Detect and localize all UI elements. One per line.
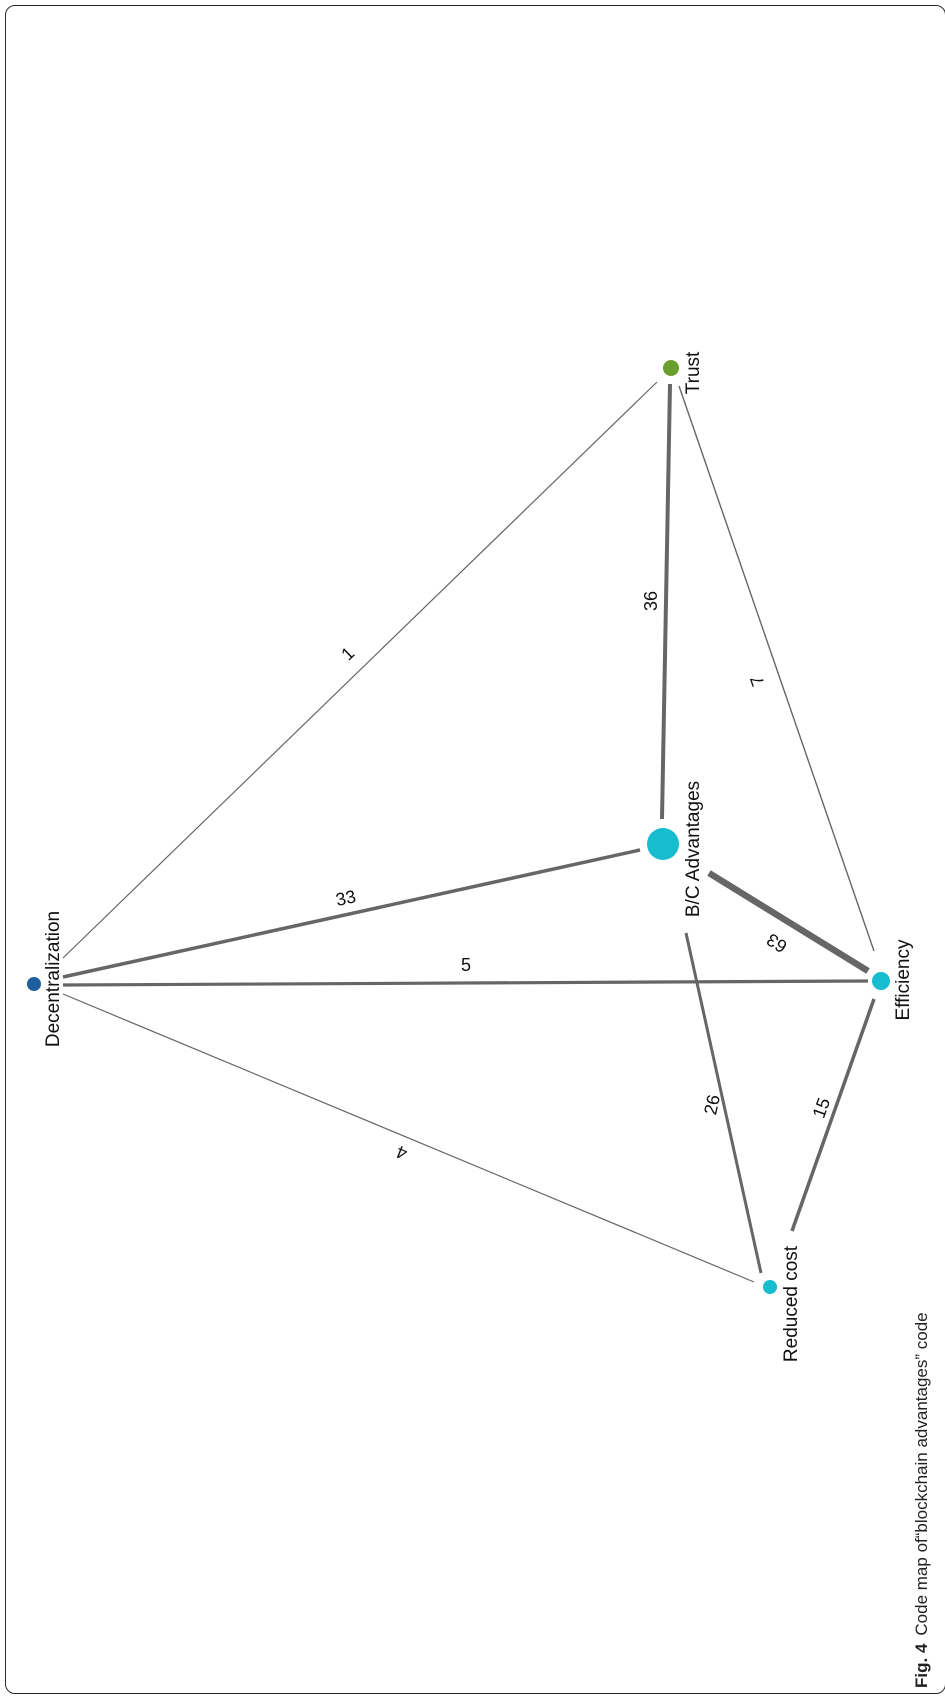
edge-label-bc-advantages-reduced-cost: 26: [700, 1093, 724, 1117]
node-bc-advantages: [647, 828, 679, 860]
edge-trust-bc-advantages: [660, 383, 672, 820]
edge-label-decentralization-reduced-cost: 4: [393, 1141, 410, 1163]
edge-decentralization-efficiency: [62, 979, 869, 987]
node-reduced-cost: [763, 1280, 777, 1294]
node-label-trust: Trust: [683, 351, 704, 394]
edge-label-bc-advantages-efficiency: 63: [763, 929, 791, 957]
edge-decentralization-reduced-cost: [62, 993, 755, 1283]
edge-decentralization-trust: [62, 381, 658, 959]
figure-caption: Fig. 4 Code map of“blockchain advantages”…: [912, 1312, 932, 1688]
edge-label-decentralization-trust: 1: [337, 643, 358, 664]
edge-label-trust-efficiency: 7: [746, 673, 768, 689]
edge-label-decentralization-bc-advantages: 33: [334, 886, 358, 910]
node-decentralization: [27, 977, 41, 991]
edge-bc-advantages-efficiency: [707, 870, 870, 974]
node-efficiency: [872, 972, 890, 990]
edge-trust-efficiency: [678, 385, 875, 952]
node-label-bc-advantages: B/C Advantages: [683, 781, 704, 917]
figure-caption-text: Code map of“blockchain advantages” code: [912, 1312, 931, 1636]
edge-decentralization-bc-advantages: [62, 848, 641, 979]
node-label-efficiency: Efficiency: [893, 939, 914, 1020]
edge-label-efficiency-reduced-cost: 15: [809, 1095, 835, 1121]
node-trust: [663, 360, 679, 376]
edge-efficiency-reduced-cost: [790, 998, 876, 1232]
edge-label-decentralization-efficiency: 5: [461, 955, 471, 975]
figure-frame: 1 33 5 4 36 7 63 26 15 Decentralization …: [5, 5, 945, 1694]
edges: 1 33 5 4 36 7 63 26 15: [62, 381, 876, 1283]
node-label-decentralization: Decentralization: [43, 911, 64, 1047]
edge-bc-advantages-reduced-cost: [684, 932, 763, 1274]
nodes: Decentralization Trust B/C Advantages Ef…: [27, 351, 914, 1362]
node-label-reduced-cost: Reduced cost: [781, 1245, 802, 1362]
figure-number: Fig. 4: [912, 1643, 931, 1688]
code-map-graph: 1 33 5 4 36 7 63 26 15 Decentralization …: [27, 351, 914, 1362]
edge-label-trust-bc-advantages: 36: [641, 591, 661, 611]
